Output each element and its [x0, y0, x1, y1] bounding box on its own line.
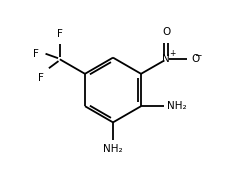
- Text: −: −: [194, 50, 201, 59]
- Text: F: F: [38, 73, 43, 83]
- Text: O: O: [161, 27, 170, 37]
- Text: O: O: [191, 54, 199, 64]
- Text: N: N: [162, 54, 169, 64]
- Text: F: F: [57, 29, 63, 39]
- Text: NH₂: NH₂: [166, 101, 185, 111]
- Text: NH₂: NH₂: [103, 144, 122, 154]
- Text: F: F: [33, 49, 39, 59]
- Text: +: +: [169, 49, 175, 58]
